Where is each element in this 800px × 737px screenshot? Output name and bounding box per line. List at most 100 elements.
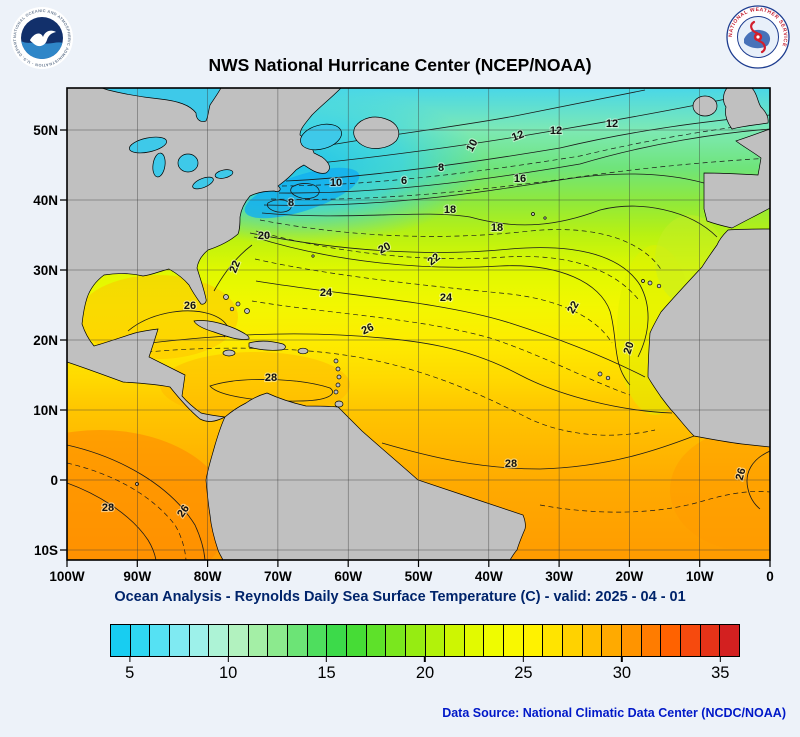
axis-ticks <box>60 129 771 567</box>
page-title: NWS National Hurricane Center (NCEP/NOAA… <box>208 55 592 75</box>
colorbar-cell <box>248 625 269 656</box>
colorbar-ticks: 5 10 15 20 25 30 35 <box>110 657 740 687</box>
x-axis-label: 0 <box>766 569 774 584</box>
lake-erie <box>192 176 214 190</box>
contour-label: 8 <box>288 197 294 209</box>
hudson-bay <box>101 88 222 122</box>
contour-label: 26 <box>734 467 749 482</box>
contour-label: 20 <box>622 340 637 355</box>
colorbar-cell <box>130 625 151 656</box>
land-south-america <box>205 392 526 560</box>
contour-label: 12 <box>550 125 562 137</box>
lakes-and-bays <box>101 88 342 190</box>
x-axis-label: 100W <box>49 569 85 584</box>
contour-label: 24 <box>440 292 453 304</box>
noaa-seagull-icon <box>30 30 56 47</box>
contour-label: 10 <box>330 177 342 189</box>
land-lesser-antilles <box>333 358 344 408</box>
noaa-logo: NATIONAL OCEANIC AND ATMOSPHERIC ADMINIS… <box>11 7 73 69</box>
x-axis-label: 80W <box>194 569 222 584</box>
contour-label: 28 <box>505 458 517 470</box>
land-africa <box>647 228 770 448</box>
contour-label: 24 <box>320 287 333 299</box>
pacific-warm-region <box>67 430 230 560</box>
x-axis-label: 50W <box>405 569 433 584</box>
colorbar-cell <box>307 625 328 656</box>
contour-label: 18 <box>444 204 456 216</box>
y-axis-label: 0 <box>50 473 58 488</box>
x-axis-label: 60W <box>334 569 362 584</box>
contour-label: 26 <box>184 300 196 312</box>
colorbar-cell <box>189 625 210 656</box>
contour-label: 28 <box>265 372 277 384</box>
colorbar-cell <box>327 625 347 656</box>
colorbar-cell <box>700 625 721 656</box>
colorbar-cells <box>110 624 740 657</box>
contour-label: 12 <box>606 118 618 130</box>
colorbar-cell <box>366 625 387 656</box>
nws-logo: NATIONAL WEATHER SERVICE <box>726 5 790 69</box>
lake-huron <box>177 153 199 173</box>
colorbar-cell <box>346 625 367 656</box>
land-puerto-rico <box>297 347 309 355</box>
colorbar-cell <box>523 625 544 656</box>
y-axis: 50N 40N 30N 20N 10N 0 10S <box>33 123 58 558</box>
colorbar-tick: 25 <box>514 657 533 683</box>
land-iberia-france <box>703 128 770 229</box>
contour-label: 18 <box>491 222 503 234</box>
colorbar-cell <box>622 625 642 656</box>
hurricane-icon <box>750 20 766 54</box>
data-source-note: Data Source: National Climatic Data Cent… <box>442 706 786 720</box>
colorbar-tick: 20 <box>416 657 434 683</box>
grid-lines <box>67 88 770 560</box>
colorbar-cell <box>602 625 623 656</box>
contour-label: 12 <box>510 128 526 143</box>
contour-label: 28 <box>102 502 114 514</box>
contour-label: 6 <box>401 175 407 187</box>
guinea-warm-region <box>670 430 770 550</box>
land <box>67 88 770 560</box>
colorbar-cell <box>641 625 662 656</box>
contour-label: 20 <box>258 230 270 242</box>
contour-label: 16 <box>514 173 526 185</box>
y-axis-label: 30N <box>33 263 58 278</box>
contour-label: 8 <box>438 162 444 174</box>
colorbar-cell <box>287 625 308 656</box>
x-axis-label: 10W <box>686 569 714 584</box>
map-caption: Ocean Analysis - Reynolds Daily Sea Surf… <box>114 589 686 605</box>
land-newfoundland <box>353 116 400 149</box>
colorbar-cell <box>582 625 603 656</box>
noaa-emblem-sea <box>21 41 63 59</box>
colorbar-cell <box>150 625 170 656</box>
land-ireland <box>692 95 718 117</box>
x-axis-label: 70W <box>264 569 292 584</box>
y-axis-label: 40N <box>33 193 58 208</box>
land-bahamas <box>223 294 250 314</box>
x-axis-label: 40W <box>475 569 503 584</box>
colorbar-cell <box>425 625 446 656</box>
y-axis-label: 50N <box>33 123 58 138</box>
colorbar-cell <box>720 625 739 656</box>
y-axis-label: 10S <box>34 543 58 558</box>
land-hispaniola <box>248 340 286 351</box>
lake-ontario <box>214 169 234 179</box>
colorbar-cell <box>504 625 524 656</box>
lake-superior <box>129 136 167 154</box>
colorbar-cell <box>543 625 564 656</box>
hurricane-eye <box>756 35 760 39</box>
gulf-st-lawrence <box>300 123 342 151</box>
colorbar-tick: 15 <box>317 657 336 683</box>
colorbar-cell <box>661 625 682 656</box>
land-atlantic-islands <box>135 212 662 486</box>
colorbar-tick: 35 <box>711 657 729 683</box>
land-north-america <box>67 88 342 422</box>
contour-label: 22 <box>227 259 243 275</box>
x-axis: 100W 90W 80W 70W 60W 50W 40W 30W 20W 10W 0 <box>49 569 773 584</box>
colorbar-cell <box>111 625 131 656</box>
x-axis-label: 90W <box>123 569 151 584</box>
colorbar-cell <box>386 625 406 656</box>
y-axis-label: 20N <box>33 333 58 348</box>
colorbar-tick: 30 <box>613 657 631 683</box>
